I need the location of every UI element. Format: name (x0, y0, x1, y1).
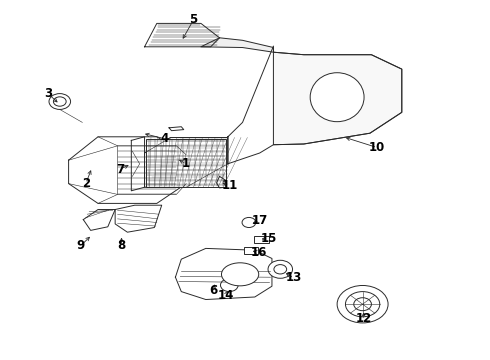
Polygon shape (217, 176, 226, 188)
Text: 8: 8 (118, 239, 125, 252)
Ellipse shape (274, 265, 287, 274)
Polygon shape (169, 127, 184, 131)
Ellipse shape (345, 292, 380, 317)
Bar (254, 236, 269, 243)
Polygon shape (228, 46, 402, 164)
Text: 11: 11 (221, 179, 238, 192)
Polygon shape (69, 137, 186, 203)
Polygon shape (131, 137, 145, 191)
Text: 4: 4 (160, 132, 168, 145)
Text: 17: 17 (251, 214, 268, 227)
Text: 9: 9 (77, 239, 85, 252)
Ellipse shape (337, 285, 388, 323)
Ellipse shape (221, 263, 259, 286)
Polygon shape (145, 138, 228, 187)
Text: 13: 13 (286, 271, 302, 284)
Bar (244, 247, 258, 254)
Ellipse shape (268, 260, 293, 278)
Polygon shape (145, 23, 220, 47)
Polygon shape (83, 210, 115, 230)
Polygon shape (175, 248, 272, 300)
Text: 3: 3 (44, 87, 52, 100)
Text: 7: 7 (116, 163, 124, 176)
Polygon shape (115, 205, 162, 232)
Text: 6: 6 (209, 284, 217, 297)
Text: 10: 10 (369, 141, 386, 154)
Text: 2: 2 (82, 177, 90, 190)
Text: 1: 1 (182, 157, 190, 170)
Text: 16: 16 (250, 246, 267, 259)
Text: 14: 14 (217, 289, 234, 302)
Ellipse shape (310, 73, 364, 122)
Ellipse shape (53, 97, 66, 106)
Ellipse shape (242, 217, 256, 228)
Text: 5: 5 (190, 13, 197, 26)
Ellipse shape (220, 279, 238, 292)
Polygon shape (273, 52, 402, 145)
Text: 15: 15 (260, 232, 277, 245)
Polygon shape (201, 38, 273, 52)
Bar (146, 139, 226, 187)
Ellipse shape (49, 94, 71, 109)
Text: 12: 12 (355, 312, 372, 325)
Ellipse shape (354, 298, 371, 311)
